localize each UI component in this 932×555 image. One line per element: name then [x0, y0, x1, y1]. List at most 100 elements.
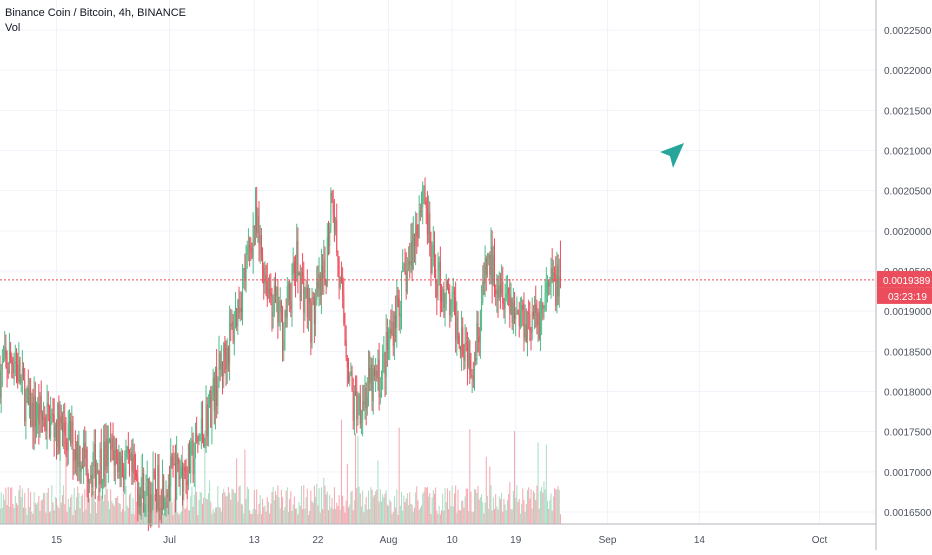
volume-bar — [28, 507, 30, 524]
volume-bar — [316, 483, 318, 524]
countdown-badge — [877, 287, 932, 304]
candle-body — [541, 302, 543, 317]
volume-bar — [502, 511, 504, 524]
candle-body — [514, 302, 516, 320]
candle-body — [445, 280, 447, 304]
candle-body — [6, 357, 8, 371]
volume-bar — [543, 481, 545, 524]
volume-bar — [405, 498, 407, 524]
volume-bar — [305, 497, 307, 524]
candle-body — [372, 368, 374, 402]
volume-bar — [411, 504, 413, 524]
volume-bar — [505, 510, 507, 524]
candle-body — [499, 285, 501, 295]
candle-body — [358, 394, 360, 412]
volume-bar — [322, 508, 324, 524]
volume-bar — [50, 510, 52, 524]
candle-body — [557, 265, 559, 297]
candle-body — [263, 267, 265, 284]
volume-bar — [255, 509, 256, 524]
candle-body — [258, 215, 260, 244]
candle-body — [46, 403, 48, 432]
time-tick-label: 10 — [447, 535, 459, 546]
candle-body — [68, 420, 70, 423]
candle-body — [474, 357, 475, 380]
volume-bar — [90, 513, 92, 524]
volume-bar — [192, 506, 194, 524]
volume-bar — [72, 514, 74, 524]
volume-bar — [46, 492, 48, 524]
volume-bar — [443, 510, 445, 524]
candle-body — [343, 294, 345, 324]
volume-bar — [352, 510, 354, 524]
candle-body — [551, 268, 553, 282]
candle-body — [448, 287, 450, 293]
candle-body — [402, 265, 404, 272]
volume-bar — [424, 487, 426, 524]
volume-bar — [269, 513, 271, 524]
volume-bar — [0, 492, 2, 524]
volume-bar — [193, 494, 195, 524]
volume-bar — [11, 487, 13, 524]
volume-bar — [311, 500, 313, 524]
candle-body — [496, 290, 498, 295]
candle-body — [438, 261, 440, 271]
candle-body — [269, 288, 271, 293]
volume-bar — [77, 486, 79, 524]
candle-body — [243, 267, 245, 279]
volume-bar — [325, 494, 327, 524]
volume-bar — [402, 510, 404, 524]
candle-body — [171, 456, 173, 460]
candle-body — [209, 390, 211, 408]
candle-body — [526, 312, 528, 341]
volume-bar — [5, 487, 7, 524]
volume-bar — [118, 503, 120, 524]
candle-body — [185, 471, 187, 481]
candle-body — [245, 255, 247, 281]
candle-body — [165, 494, 167, 502]
volume-bar — [0, 508, 1, 524]
time-tick-label: Oct — [812, 535, 828, 546]
candle-body — [465, 342, 467, 345]
candle-body — [229, 323, 231, 364]
volume-bar — [226, 495, 228, 524]
volume-bar — [425, 487, 427, 524]
candle-body — [488, 254, 490, 258]
volume-bar — [220, 511, 222, 524]
candle-body — [27, 387, 29, 405]
volume-bar — [315, 496, 317, 524]
candle-body — [149, 493, 151, 512]
volume-bar — [257, 513, 259, 524]
volume-bar — [76, 497, 78, 524]
volume-bar — [263, 507, 265, 524]
candle-body — [284, 309, 286, 340]
candle-body — [289, 283, 291, 301]
volume-bar — [202, 503, 204, 524]
candle-body — [291, 275, 293, 310]
volume-bar — [101, 492, 103, 524]
volume-bar — [477, 485, 479, 524]
candle-body — [428, 213, 430, 235]
candle-body — [350, 371, 352, 376]
candle-body — [307, 297, 309, 317]
candle-body — [98, 470, 100, 485]
volume-bar — [384, 493, 386, 524]
candle-body — [36, 419, 37, 427]
volume-bar — [444, 488, 446, 524]
candle-body — [180, 467, 182, 476]
candle-body — [231, 321, 233, 327]
volume-bar — [389, 499, 391, 524]
candle-body — [461, 327, 463, 352]
candle-body — [109, 438, 110, 440]
candle-body — [401, 271, 402, 314]
candle-body — [317, 281, 319, 289]
volume-bar — [289, 498, 291, 524]
volume-bar — [337, 505, 339, 524]
volume-bar — [471, 512, 473, 524]
volume-bar — [189, 510, 191, 524]
volume-bar — [536, 485, 538, 524]
candle-body — [242, 278, 244, 312]
candle-body — [490, 246, 492, 275]
